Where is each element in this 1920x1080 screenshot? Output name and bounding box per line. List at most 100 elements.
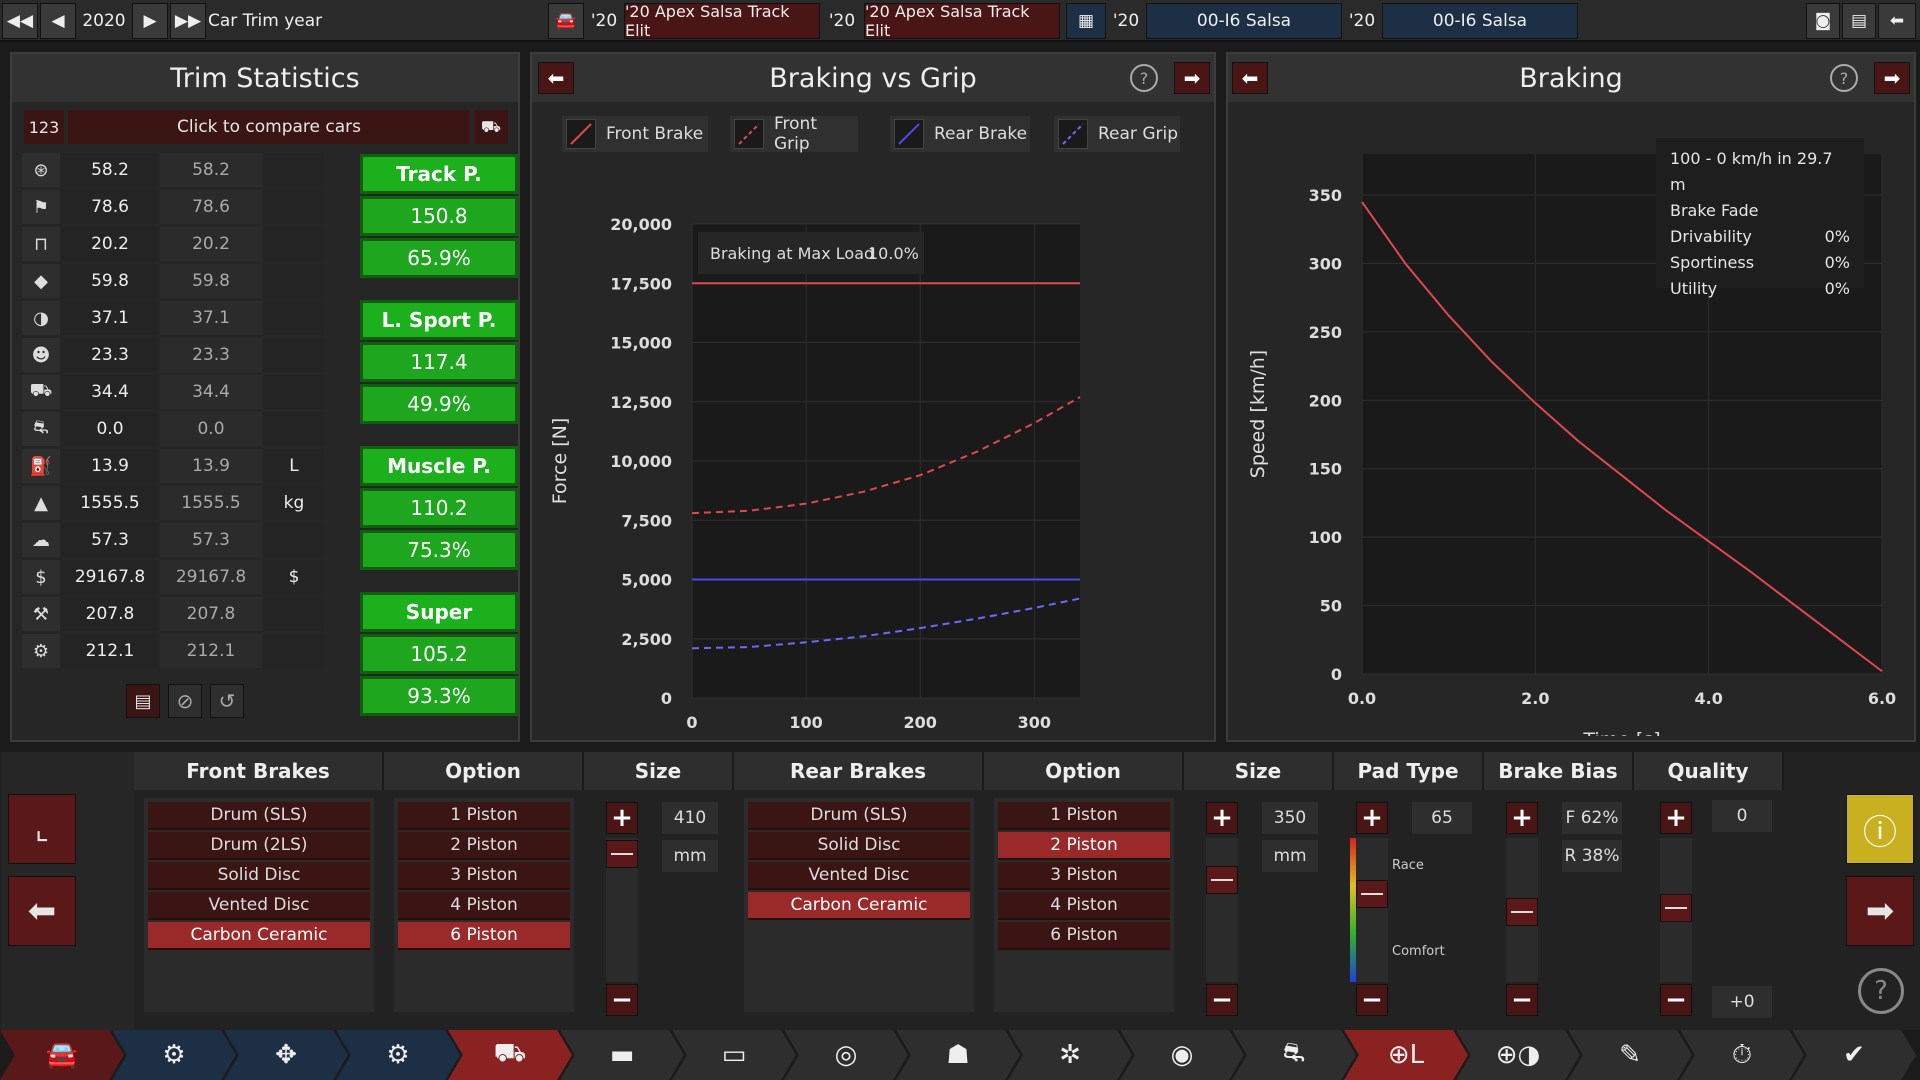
legend-rear-brake[interactable]: Rear Brake <box>890 116 1030 152</box>
front-piston-option[interactable]: 4 Piston <box>398 892 570 920</box>
car2-select[interactable]: '20 Apex Salsa Track Elit <box>864 2 1060 40</box>
bias-minus-button[interactable]: − <box>1506 984 1538 1016</box>
rear-brake-option[interactable]: Vented Disc <box>748 862 970 890</box>
front-brake-option[interactable]: Drum (SLS) <box>148 802 370 830</box>
next-chart-arrow-icon[interactable]: ➡ <box>1174 62 1210 94</box>
rear-piston-option[interactable]: 2 Piston <box>998 832 1170 860</box>
rear-size-knob[interactable] <box>1206 866 1238 894</box>
steering-icon[interactable]: ⊕L <box>1344 1030 1468 1080</box>
legend-rear-grip[interactable]: Rear Grip <box>1054 116 1180 152</box>
car1-select[interactable]: '20 Apex Salsa Track Elit <box>624 2 820 40</box>
stat-unit <box>264 190 324 224</box>
front-piston-option[interactable]: 1 Piston <box>398 802 570 830</box>
camera-icon[interactable]: ◙ <box>1806 3 1840 39</box>
front-piston-option[interactable]: 6 Piston <box>398 922 570 950</box>
header-quality: Quality <box>1634 752 1784 790</box>
testing-icon[interactable]: ⏱ <box>1680 1030 1804 1080</box>
bias-knob[interactable] <box>1506 898 1538 926</box>
brakes-test-icon[interactable]: ⊕◑ <box>1456 1030 1580 1080</box>
front-brake-option[interactable]: Solid Disc <box>148 862 370 890</box>
compare-number[interactable]: 123 <box>24 110 64 144</box>
chassis-icon[interactable]: ⚙ <box>112 1030 236 1080</box>
rear-size-plus-button[interactable]: + <box>1206 802 1238 834</box>
safety-icon[interactable]: ◉ <box>1120 1030 1244 1080</box>
pad-value: 65 <box>1412 802 1472 834</box>
stat-compare-value: 59.8 <box>160 264 262 298</box>
help-icon[interactable]: ? <box>1830 64 1858 92</box>
legend-front-brake[interactable]: Front Brake <box>562 116 708 152</box>
suspension-icon[interactable]: ✥ <box>224 1030 348 1080</box>
diamond-icon: ◆ <box>22 264 60 298</box>
bias-plus-button[interactable]: + <box>1506 802 1538 834</box>
compare-cars-button[interactable]: Click to compare cars <box>68 110 470 144</box>
clear-icon[interactable]: ⊘ <box>168 684 202 718</box>
engine-icon[interactable]: ▦ <box>1066 3 1106 39</box>
exit-back-icon[interactable]: ⬅ <box>1878 3 1916 39</box>
body-aero-icon[interactable]: ⛐ <box>1232 1030 1356 1080</box>
help-icon[interactable]: ? <box>1858 968 1904 1014</box>
quality-knob[interactable] <box>1660 894 1692 922</box>
pad-slider[interactable] <box>1356 838 1388 982</box>
help-icon[interactable]: ? <box>1130 64 1158 92</box>
fast-back-icon[interactable]: ◀◀ <box>2 3 38 39</box>
front-size-plus-button[interactable]: + <box>606 802 638 834</box>
next-chart-arrow-icon[interactable]: ➡ <box>1874 62 1910 94</box>
next-arrow-icon[interactable]: ➡ <box>1846 876 1914 946</box>
stat-compare-value: 23.3 <box>160 338 262 372</box>
rear-size-minus-button[interactable]: − <box>1206 984 1238 1016</box>
interior-icon[interactable]: ▬ <box>560 1030 684 1080</box>
drivetrain-icon[interactable]: ⚙ <box>336 1030 460 1080</box>
rear-piston-option[interactable]: 4 Piston <box>998 892 1170 920</box>
rear-brake-option[interactable]: Drum (SLS) <box>748 802 970 830</box>
front-brake-option[interactable]: Carbon Ceramic <box>148 922 370 950</box>
warning-icon[interactable]: ⓘ <box>1846 794 1914 864</box>
engine2-select[interactable]: 00-I6 Salsa <box>1382 3 1578 39</box>
done-icon[interactable]: ✔ <box>1792 1030 1916 1080</box>
fast-forward-icon[interactable]: ▶▶ <box>170 3 206 39</box>
rear-brake-option[interactable]: Carbon Ceramic <box>748 892 970 920</box>
stat-compare-value: 57.3 <box>160 523 262 557</box>
car-body-icon[interactable]: 🚘 <box>0 1030 124 1080</box>
aero-icon[interactable]: ☗ <box>896 1030 1020 1080</box>
quality-plus-button[interactable]: + <box>1660 802 1692 834</box>
legend-front-grip[interactable]: Front Grip <box>730 114 858 154</box>
rear-grip-swatch-icon <box>1058 119 1088 149</box>
fixtures-icon[interactable]: ▭ <box>672 1030 796 1080</box>
y-tick-label: 2,500 <box>621 630 672 649</box>
rear-size-slider[interactable] <box>1206 838 1238 982</box>
car-icon[interactable]: 🚘 <box>548 3 584 39</box>
pad-minus-button[interactable]: − <box>1356 984 1388 1016</box>
reset-icon[interactable]: ↺ <box>210 684 244 718</box>
calculator-icon[interactable]: ▤ <box>1842 3 1876 39</box>
prev-chart-arrow-icon[interactable]: ⬅ <box>1232 62 1268 94</box>
back-icon[interactable]: ◀ <box>40 3 76 39</box>
brakes-icon[interactable]: ⛟ <box>448 1030 572 1080</box>
stat-value: 207.8 <box>62 597 158 631</box>
front-piston-option[interactable]: 2 Piston <box>398 832 570 860</box>
paint-icon[interactable]: ✎ <box>1568 1030 1692 1080</box>
engine1-select[interactable]: 00-I6 Salsa <box>1146 3 1342 39</box>
prev-chart-arrow-icon[interactable]: ⬅ <box>538 62 574 94</box>
forward-icon[interactable]: ▶ <box>132 3 168 39</box>
rear-piston-option[interactable]: 3 Piston <box>998 862 1170 890</box>
steering-wheel-icon: ⊛ <box>22 153 60 187</box>
tires-icon[interactable]: ◎ <box>784 1030 908 1080</box>
rear-brake-option[interactable]: Solid Disc <box>748 832 970 860</box>
front-brake-option[interactable]: Drum (2LS) <box>148 832 370 860</box>
graph-toggle-icon[interactable]: ⌞ <box>8 794 76 864</box>
front-brake-option[interactable]: Vented Disc <box>148 892 370 920</box>
rear-piston-option[interactable]: 1 Piston <box>998 802 1170 830</box>
front-size-knob[interactable] <box>606 840 638 868</box>
compare-car-icon[interactable]: ⛟ <box>474 110 508 144</box>
rear-piston-option[interactable]: 6 Piston <box>998 922 1170 950</box>
wheels-icon[interactable]: ✲ <box>1008 1030 1132 1080</box>
legend-label: Front Brake <box>606 124 704 144</box>
back-arrow-icon[interactable]: ⬅ <box>8 876 76 946</box>
front-size-minus-button[interactable]: − <box>606 984 638 1016</box>
clipboard-icon[interactable]: ▤ <box>126 684 160 718</box>
pad-race-label: Race <box>1392 858 1424 873</box>
pad-knob[interactable] <box>1356 880 1388 908</box>
quality-minus-button[interactable]: − <box>1660 984 1692 1016</box>
front-piston-option[interactable]: 3 Piston <box>398 862 570 890</box>
pad-plus-button[interactable]: + <box>1356 802 1388 834</box>
